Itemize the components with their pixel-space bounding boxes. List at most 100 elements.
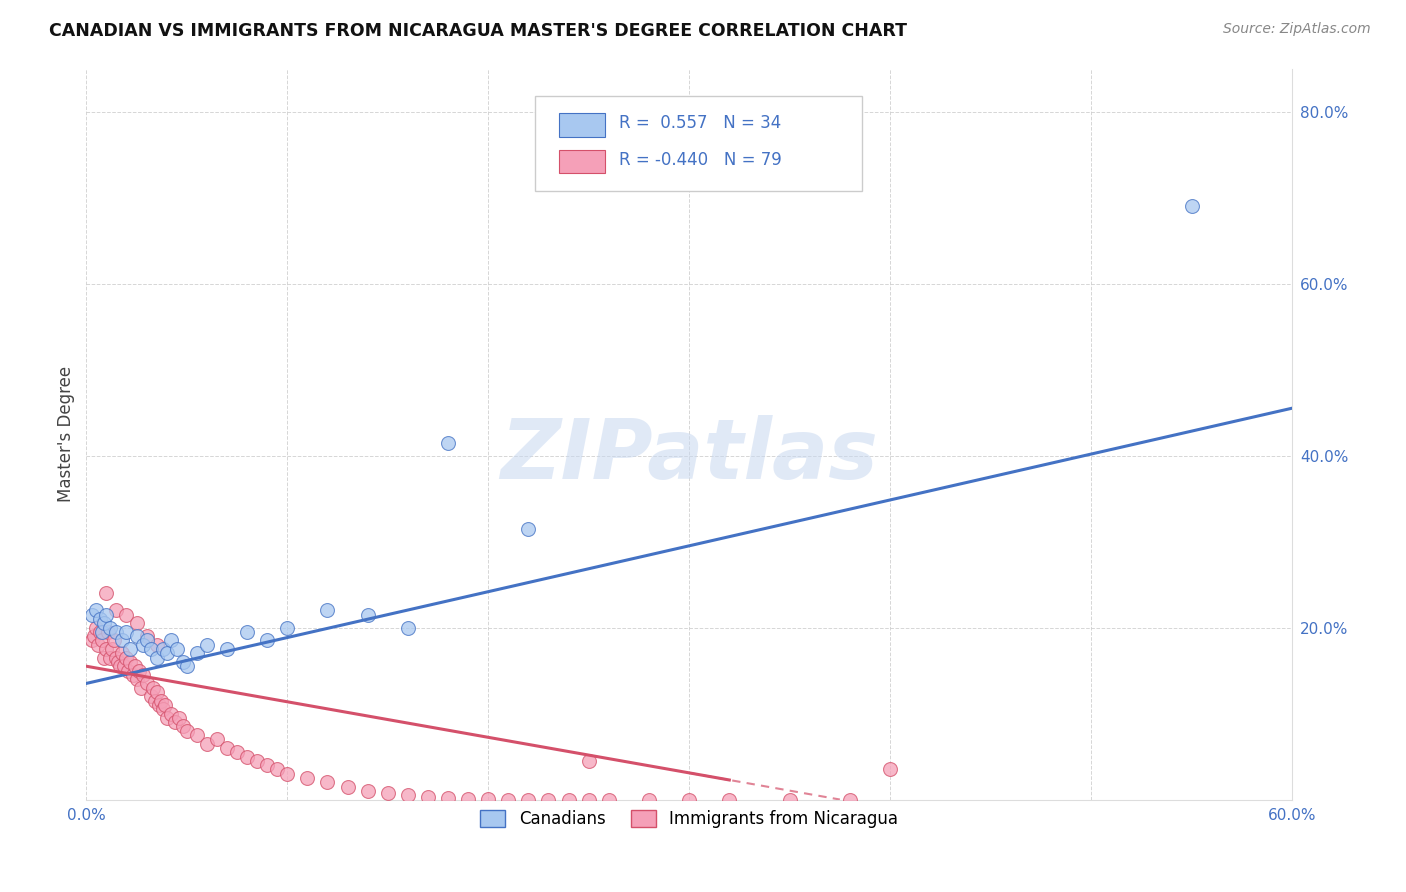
Point xyxy=(111,646,134,660)
Point xyxy=(111,633,134,648)
Point xyxy=(105,650,128,665)
Point xyxy=(377,786,399,800)
Point xyxy=(215,642,238,657)
Text: Source: ZipAtlas.com: Source: ZipAtlas.com xyxy=(1223,22,1371,37)
Point xyxy=(120,655,142,669)
Point xyxy=(256,633,278,648)
Point xyxy=(156,711,179,725)
Point xyxy=(276,621,298,635)
Point xyxy=(121,668,143,682)
Point xyxy=(128,664,150,678)
Point xyxy=(678,792,700,806)
FancyBboxPatch shape xyxy=(534,95,862,191)
Point xyxy=(186,728,208,742)
Point xyxy=(297,771,319,785)
Point xyxy=(91,624,114,639)
Bar xyxy=(560,150,605,173)
Point xyxy=(125,629,148,643)
Point xyxy=(115,607,138,622)
Point xyxy=(135,676,157,690)
Point xyxy=(879,763,901,777)
Point xyxy=(87,638,110,652)
Point xyxy=(93,616,115,631)
Point xyxy=(517,522,540,536)
Text: CANADIAN VS IMMIGRANTS FROM NICARAGUA MASTER'S DEGREE CORRELATION CHART: CANADIAN VS IMMIGRANTS FROM NICARAGUA MA… xyxy=(49,22,907,40)
Point xyxy=(437,790,460,805)
Point xyxy=(96,642,118,657)
Point xyxy=(124,659,146,673)
Text: R = -0.440   N = 79: R = -0.440 N = 79 xyxy=(619,151,782,169)
Point xyxy=(246,754,269,768)
Point xyxy=(120,642,142,657)
Point xyxy=(166,642,188,657)
Point xyxy=(336,780,359,794)
Point xyxy=(82,633,104,648)
Point xyxy=(139,642,162,657)
Point xyxy=(236,749,259,764)
Y-axis label: Master's Degree: Master's Degree xyxy=(58,366,75,502)
Point xyxy=(97,624,120,639)
Point xyxy=(578,792,600,806)
Point xyxy=(115,624,138,639)
Point xyxy=(135,633,157,648)
Point xyxy=(356,607,378,622)
Point xyxy=(125,672,148,686)
Point xyxy=(159,633,181,648)
Point xyxy=(437,435,460,450)
Point xyxy=(416,789,439,804)
Point xyxy=(105,603,128,617)
Point xyxy=(101,642,124,657)
Text: R =  0.557   N = 34: R = 0.557 N = 34 xyxy=(619,114,782,132)
Legend: Canadians, Immigrants from Nicaragua: Canadians, Immigrants from Nicaragua xyxy=(474,804,904,835)
Point xyxy=(117,664,139,678)
Point xyxy=(115,650,138,665)
Point xyxy=(145,650,167,665)
Point xyxy=(226,745,249,759)
Point xyxy=(96,607,118,622)
Point xyxy=(1180,199,1202,213)
Point xyxy=(316,775,339,789)
Point xyxy=(578,754,600,768)
Point xyxy=(477,791,499,805)
Point xyxy=(148,698,170,712)
Point xyxy=(149,693,172,707)
Point xyxy=(838,792,860,806)
Point xyxy=(396,621,419,635)
Point xyxy=(89,624,111,639)
Point xyxy=(103,633,125,648)
Point xyxy=(139,690,162,704)
Point xyxy=(163,715,186,730)
Point xyxy=(557,792,579,806)
Point xyxy=(498,792,520,806)
Point xyxy=(159,706,181,721)
Point xyxy=(537,792,560,806)
Point xyxy=(83,629,105,643)
Point xyxy=(215,740,238,755)
Point xyxy=(131,668,153,682)
Point xyxy=(172,655,194,669)
Point xyxy=(96,586,118,600)
Point xyxy=(195,737,218,751)
Point xyxy=(718,792,741,806)
Point xyxy=(82,607,104,622)
Point xyxy=(779,792,801,806)
Point xyxy=(356,784,378,798)
Point xyxy=(152,702,174,716)
Point xyxy=(100,650,122,665)
Point xyxy=(266,763,288,777)
Point xyxy=(110,659,132,673)
Point xyxy=(145,685,167,699)
Point xyxy=(107,655,129,669)
Point xyxy=(517,792,540,806)
Point xyxy=(145,638,167,652)
Point xyxy=(598,792,620,806)
Point xyxy=(152,642,174,657)
Point xyxy=(205,732,228,747)
Point xyxy=(142,681,165,695)
Point xyxy=(105,624,128,639)
Point xyxy=(114,659,136,673)
Point xyxy=(396,789,419,803)
Point xyxy=(100,621,122,635)
Point xyxy=(156,646,179,660)
Point xyxy=(167,711,190,725)
